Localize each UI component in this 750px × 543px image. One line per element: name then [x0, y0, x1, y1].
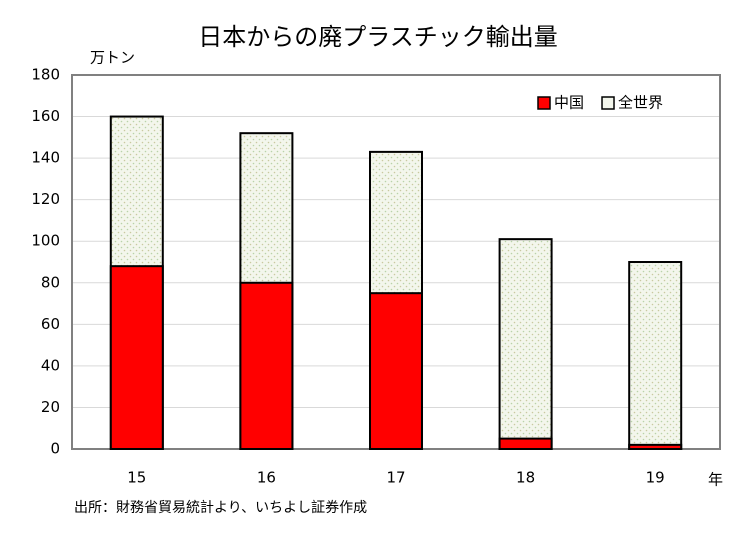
x-tick-label: 19: [646, 469, 665, 487]
bar: [109, 265, 164, 450]
bar: [239, 281, 294, 450]
y-tick-label: 80: [41, 273, 60, 291]
y-tick-label: 0: [50, 440, 60, 458]
bar: [498, 437, 553, 451]
y-tick-label: 60: [41, 315, 60, 333]
bar: [628, 261, 683, 450]
y-tick-label: 20: [41, 398, 60, 416]
y-tick-label: 120: [31, 190, 60, 208]
y-tick-label: 140: [31, 149, 60, 167]
y-tick-label: 160: [31, 107, 60, 125]
source-note: 出所：財務省貿易統計より、いちよし証券作成: [74, 500, 367, 516]
legend-swatch: [537, 96, 551, 110]
x-axis-label: 年: [708, 471, 723, 489]
chart-title: 日本からの廃プラスチック輸出量: [198, 23, 558, 51]
y-axis-label: 万トン: [90, 49, 135, 67]
bar: [369, 292, 423, 450]
legend-swatch: [601, 96, 615, 110]
bar: [498, 238, 553, 450]
legend-label: 全世界: [618, 94, 663, 112]
x-tick-label: 18: [516, 469, 535, 487]
legend-label: 中国: [554, 94, 584, 112]
x-tick-label: 15: [127, 469, 146, 487]
y-tick-label: 100: [31, 232, 60, 250]
y-tick-label: 180: [31, 66, 60, 84]
bar: [628, 443, 683, 451]
x-tick-label: 16: [257, 469, 276, 487]
y-tick-label: 40: [41, 356, 60, 374]
x-tick-label: 17: [386, 469, 405, 487]
